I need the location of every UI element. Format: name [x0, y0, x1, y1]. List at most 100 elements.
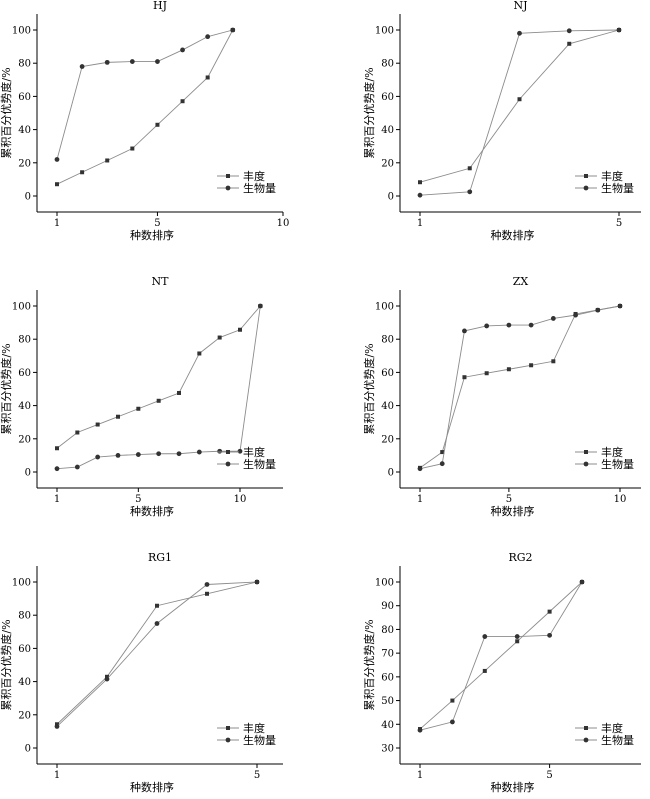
series-abundance — [55, 304, 263, 451]
series-biomass — [54, 303, 263, 472]
data-point-abundance — [177, 390, 181, 395]
x-tick-label: 1 — [417, 770, 423, 781]
x-axis-label: 种数排序 — [130, 780, 174, 794]
series-biomass — [54, 579, 260, 729]
data-point-biomass — [217, 448, 223, 454]
series-biomass — [417, 27, 622, 198]
series-biomass — [417, 303, 623, 472]
y-tick-label: 20 — [18, 158, 31, 169]
data-point-biomass — [237, 448, 243, 454]
series-abundance — [418, 580, 584, 732]
y-tick-label: 90 — [381, 601, 394, 612]
data-point-biomass — [462, 328, 467, 334]
data-point-abundance — [80, 170, 85, 175]
y-tick-label: 80 — [18, 611, 31, 622]
data-point-abundance — [197, 351, 202, 356]
y-axis-label: 累积百分优势度/% — [0, 619, 13, 710]
legend-label-biomass: 生物量 — [601, 457, 634, 471]
data-point-biomass — [95, 454, 101, 460]
x-tick-label: 1 — [417, 218, 423, 229]
data-point-biomass — [467, 189, 473, 195]
y-axis-label: 累积百分优势度/% — [0, 343, 13, 434]
data-point-biomass — [254, 579, 260, 585]
panel-title: NJ — [513, 0, 527, 12]
data-point-biomass — [506, 322, 512, 328]
y-tick-label: 0 — [25, 744, 31, 755]
y-tick-label: 40 — [18, 401, 31, 412]
x-axis-label: 种数排序 — [130, 228, 174, 242]
data-point-biomass — [156, 451, 162, 457]
data-point-abundance — [467, 166, 472, 171]
y-tick-label: 60 — [18, 92, 31, 103]
y-tick-label: 60 — [381, 368, 394, 379]
data-point-biomass — [566, 28, 572, 34]
y-tick-label: 0 — [25, 192, 31, 203]
series-line-abundance — [56, 581, 258, 725]
series-line-biomass — [56, 305, 261, 470]
legend-marker-biomass — [583, 461, 589, 467]
x-tick-label: 1 — [54, 494, 60, 505]
legend-marker-biomass — [225, 737, 231, 743]
y-axis-label: 累积百分优势度/% — [0, 67, 13, 158]
legend-label-abundance: 丰度 — [243, 445, 265, 459]
legend-label-biomass: 生物量 — [601, 733, 634, 747]
series-line-biomass — [419, 305, 621, 470]
data-point-biomass — [176, 451, 182, 457]
y-tick-label: 20 — [381, 434, 394, 445]
data-point-biomass — [617, 303, 623, 309]
legend-label-biomass: 生物量 — [601, 181, 634, 195]
series-biomass — [417, 579, 585, 733]
legend-label-abundance: 丰度 — [243, 721, 265, 735]
y-tick-label: 100 — [12, 26, 31, 37]
y-tick-label: 80 — [18, 335, 31, 346]
x-tick-label: 5 — [135, 494, 141, 505]
x-tick-label: 1 — [54, 218, 60, 229]
data-point-biomass — [230, 27, 236, 33]
y-tick-label: 40 — [381, 720, 394, 731]
legend-label-abundance: 丰度 — [601, 445, 623, 459]
data-point-biomass — [417, 192, 423, 198]
series-line-biomass — [56, 581, 258, 727]
legend-marker-abundance — [226, 174, 230, 178]
data-point-biomass — [450, 719, 455, 725]
data-point-abundance — [180, 99, 185, 104]
y-tick-label: 80 — [381, 335, 394, 346]
data-point-biomass — [74, 464, 80, 470]
x-axis-label: 种数排序 — [491, 228, 535, 242]
y-tick-label: 70 — [381, 649, 394, 660]
panel-title: NT — [152, 275, 170, 288]
data-point-biomass — [180, 47, 185, 53]
panel-title: HJ — [153, 0, 167, 12]
y-tick-label: 100 — [12, 578, 31, 589]
y-tick-label: 40 — [18, 125, 31, 136]
data-point-abundance — [205, 591, 209, 596]
data-point-abundance — [567, 41, 572, 46]
legend-label-abundance: 丰度 — [601, 721, 623, 735]
legend-label-abundance: 丰度 — [243, 169, 265, 183]
y-tick-label: 100 — [375, 302, 394, 313]
data-point-biomass — [595, 307, 601, 313]
legend-marker-abundance — [584, 450, 588, 454]
y-tick-label: 30 — [381, 744, 394, 755]
x-tick-label: 5 — [154, 218, 160, 229]
y-tick-label: 40 — [18, 677, 31, 688]
series-abundance — [55, 28, 235, 187]
data-point-biomass — [79, 64, 85, 69]
data-point-abundance — [136, 406, 141, 411]
legend-label-biomass: 生物量 — [243, 457, 276, 471]
x-tick-label: 1 — [54, 770, 60, 781]
series-line-biomass — [419, 581, 583, 731]
data-point-biomass — [517, 30, 522, 36]
data-point-abundance — [55, 446, 59, 451]
x-axis-label: 种数排序 — [130, 504, 174, 518]
data-point-abundance — [116, 414, 120, 419]
y-tick-label: 80 — [381, 59, 394, 70]
legend-label-biomass: 生物量 — [243, 181, 276, 195]
y-tick-label: 40 — [381, 401, 394, 412]
